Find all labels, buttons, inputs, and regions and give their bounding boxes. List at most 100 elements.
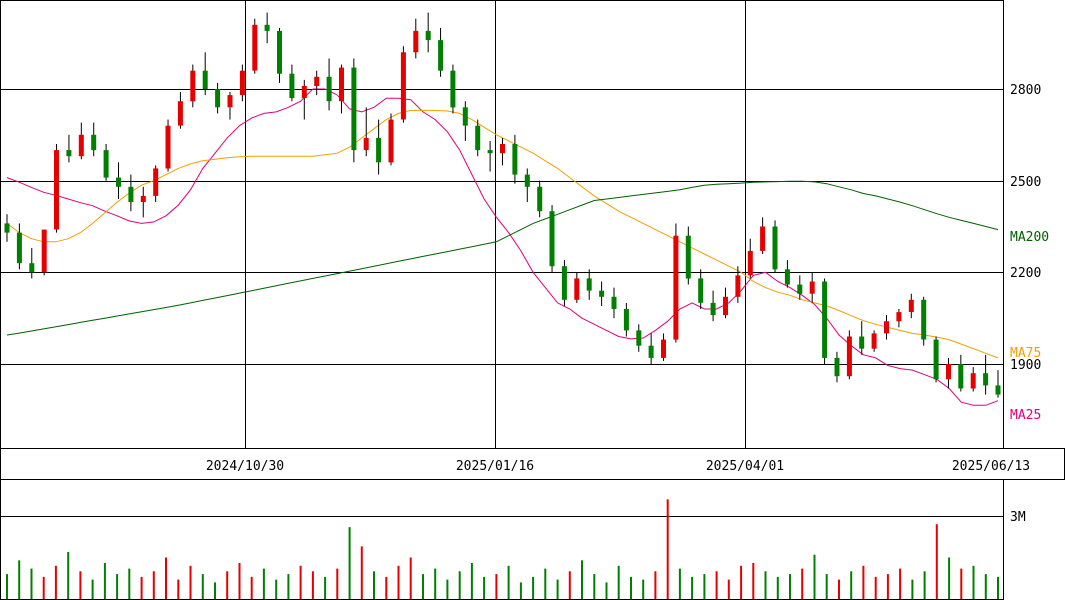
candle-body-29 — [363, 137, 369, 151]
candle-body-12 — [153, 168, 159, 196]
candle-body-57 — [710, 302, 716, 316]
candle-body-32 — [400, 52, 406, 120]
candle-body-34 — [425, 30, 431, 41]
candle-body-23 — [289, 73, 295, 99]
candle-body-64 — [797, 284, 803, 294]
candle-body-78 — [970, 373, 976, 389]
candle-body-5 — [66, 150, 72, 157]
candle-body-20 — [252, 24, 258, 71]
candle-body-9 — [116, 177, 121, 187]
candle-body-13 — [165, 125, 171, 169]
ma25-legend: MA25 — [1010, 408, 1041, 423]
date-axis: 2024/10/30 2025/01/16 2025/04/01 2025/06… — [0, 448, 1065, 480]
candle-body-40 — [500, 144, 505, 154]
candle-body-55 — [685, 235, 691, 279]
candle-body-66 — [822, 281, 828, 358]
candle-body-2 — [29, 263, 35, 273]
candle-body-33 — [413, 30, 419, 53]
volume-plot-border — [0, 479, 1004, 600]
candle-body-75 — [933, 339, 939, 380]
price-axis-label-2: 2200 — [1010, 266, 1041, 281]
price-axis-label-0: 2800 — [1010, 83, 1041, 98]
candle-body-21 — [264, 24, 270, 31]
price-panel: 2800 2500 2200 1900 MA200 MA75 MA25 — [0, 0, 1049, 449]
candle-body-52 — [648, 345, 654, 358]
candle-body-50 — [623, 309, 629, 331]
date-label-1: 2025/01/16 — [456, 459, 534, 474]
candle-body-48 — [599, 290, 605, 297]
candle-body-49 — [611, 296, 617, 309]
candle-body-76 — [946, 364, 951, 380]
ma25-line — [6, 88, 999, 406]
candle-body-1 — [16, 232, 22, 264]
moving-average-lines — [6, 88, 999, 406]
candle-body-3 — [41, 229, 47, 273]
price-grid — [0, 1, 1003, 448]
candle-body-70 — [871, 333, 877, 349]
candle-body-45 — [561, 266, 567, 300]
candle-body-4 — [54, 150, 59, 230]
candlesticks — [4, 12, 1001, 398]
price-axis-label-1: 2500 — [1010, 175, 1041, 190]
candle-body-62 — [772, 226, 778, 270]
candle-body-60 — [747, 250, 753, 276]
ma75-line — [6, 109, 999, 359]
candle-body-47 — [586, 278, 592, 291]
date-label-3: 2025/06/13 — [952, 459, 1030, 474]
candle-body-68 — [846, 336, 852, 377]
candle-body-6 — [78, 134, 84, 157]
candle-body-18 — [227, 95, 233, 108]
candle-body-14 — [177, 101, 183, 126]
candle-body-77 — [958, 364, 964, 389]
candle-body-24 — [301, 85, 307, 99]
volume-panel: 3M — [0, 479, 1026, 600]
candle-body-58 — [723, 296, 728, 316]
candle-body-17 — [215, 89, 221, 108]
ma75-legend: MA75 — [1010, 346, 1041, 361]
ma-legend: MA200 MA75 MA25 — [1010, 230, 1049, 423]
date-label-0: 2024/10/30 — [206, 459, 284, 474]
candle-body-59 — [735, 275, 741, 297]
candle-body-73 — [908, 299, 914, 312]
candle-body-79 — [983, 373, 989, 386]
candle-body-43 — [537, 186, 543, 212]
price-axis-label-3: 1900 — [1010, 358, 1041, 373]
candle-body-8 — [103, 150, 109, 178]
candle-body-26 — [326, 76, 332, 102]
candle-body-25 — [314, 76, 320, 86]
candle-body-71 — [884, 321, 889, 334]
price-axis-labels: 2800 2500 2200 1900 — [1010, 83, 1041, 373]
candle-body-19 — [239, 70, 245, 96]
candle-body-35 — [438, 40, 444, 71]
candle-body-42 — [524, 174, 530, 187]
volume-bars — [6, 499, 999, 599]
candle-body-38 — [475, 125, 481, 151]
candle-body-16 — [202, 70, 208, 89]
candle-body-44 — [549, 211, 555, 267]
ma200-legend: MA200 — [1010, 230, 1049, 245]
candle-body-54 — [673, 235, 679, 340]
candle-body-41 — [512, 144, 518, 175]
candle-body-39 — [487, 150, 493, 154]
candle-body-7 — [91, 134, 97, 151]
candle-body-61 — [760, 226, 766, 251]
candle-body-56 — [698, 278, 704, 303]
candle-body-11 — [140, 195, 146, 202]
candle-body-51 — [636, 330, 642, 346]
candle-body-31 — [388, 119, 394, 163]
candle-body-72 — [896, 312, 902, 322]
candle-body-10 — [128, 186, 134, 203]
candle-body-28 — [351, 67, 357, 151]
candle-body-65 — [809, 281, 815, 294]
candle-body-63 — [784, 269, 790, 285]
candle-body-80 — [995, 385, 1001, 395]
candle-body-36 — [450, 70, 456, 108]
candle-body-46 — [574, 278, 580, 300]
date-label-2: 2025/04/01 — [706, 459, 784, 474]
candle-body-22 — [277, 30, 282, 74]
candle-body-67 — [834, 357, 840, 377]
candle-body-0 — [4, 223, 10, 233]
candle-body-53 — [661, 339, 666, 358]
candle-body-74 — [921, 299, 927, 340]
